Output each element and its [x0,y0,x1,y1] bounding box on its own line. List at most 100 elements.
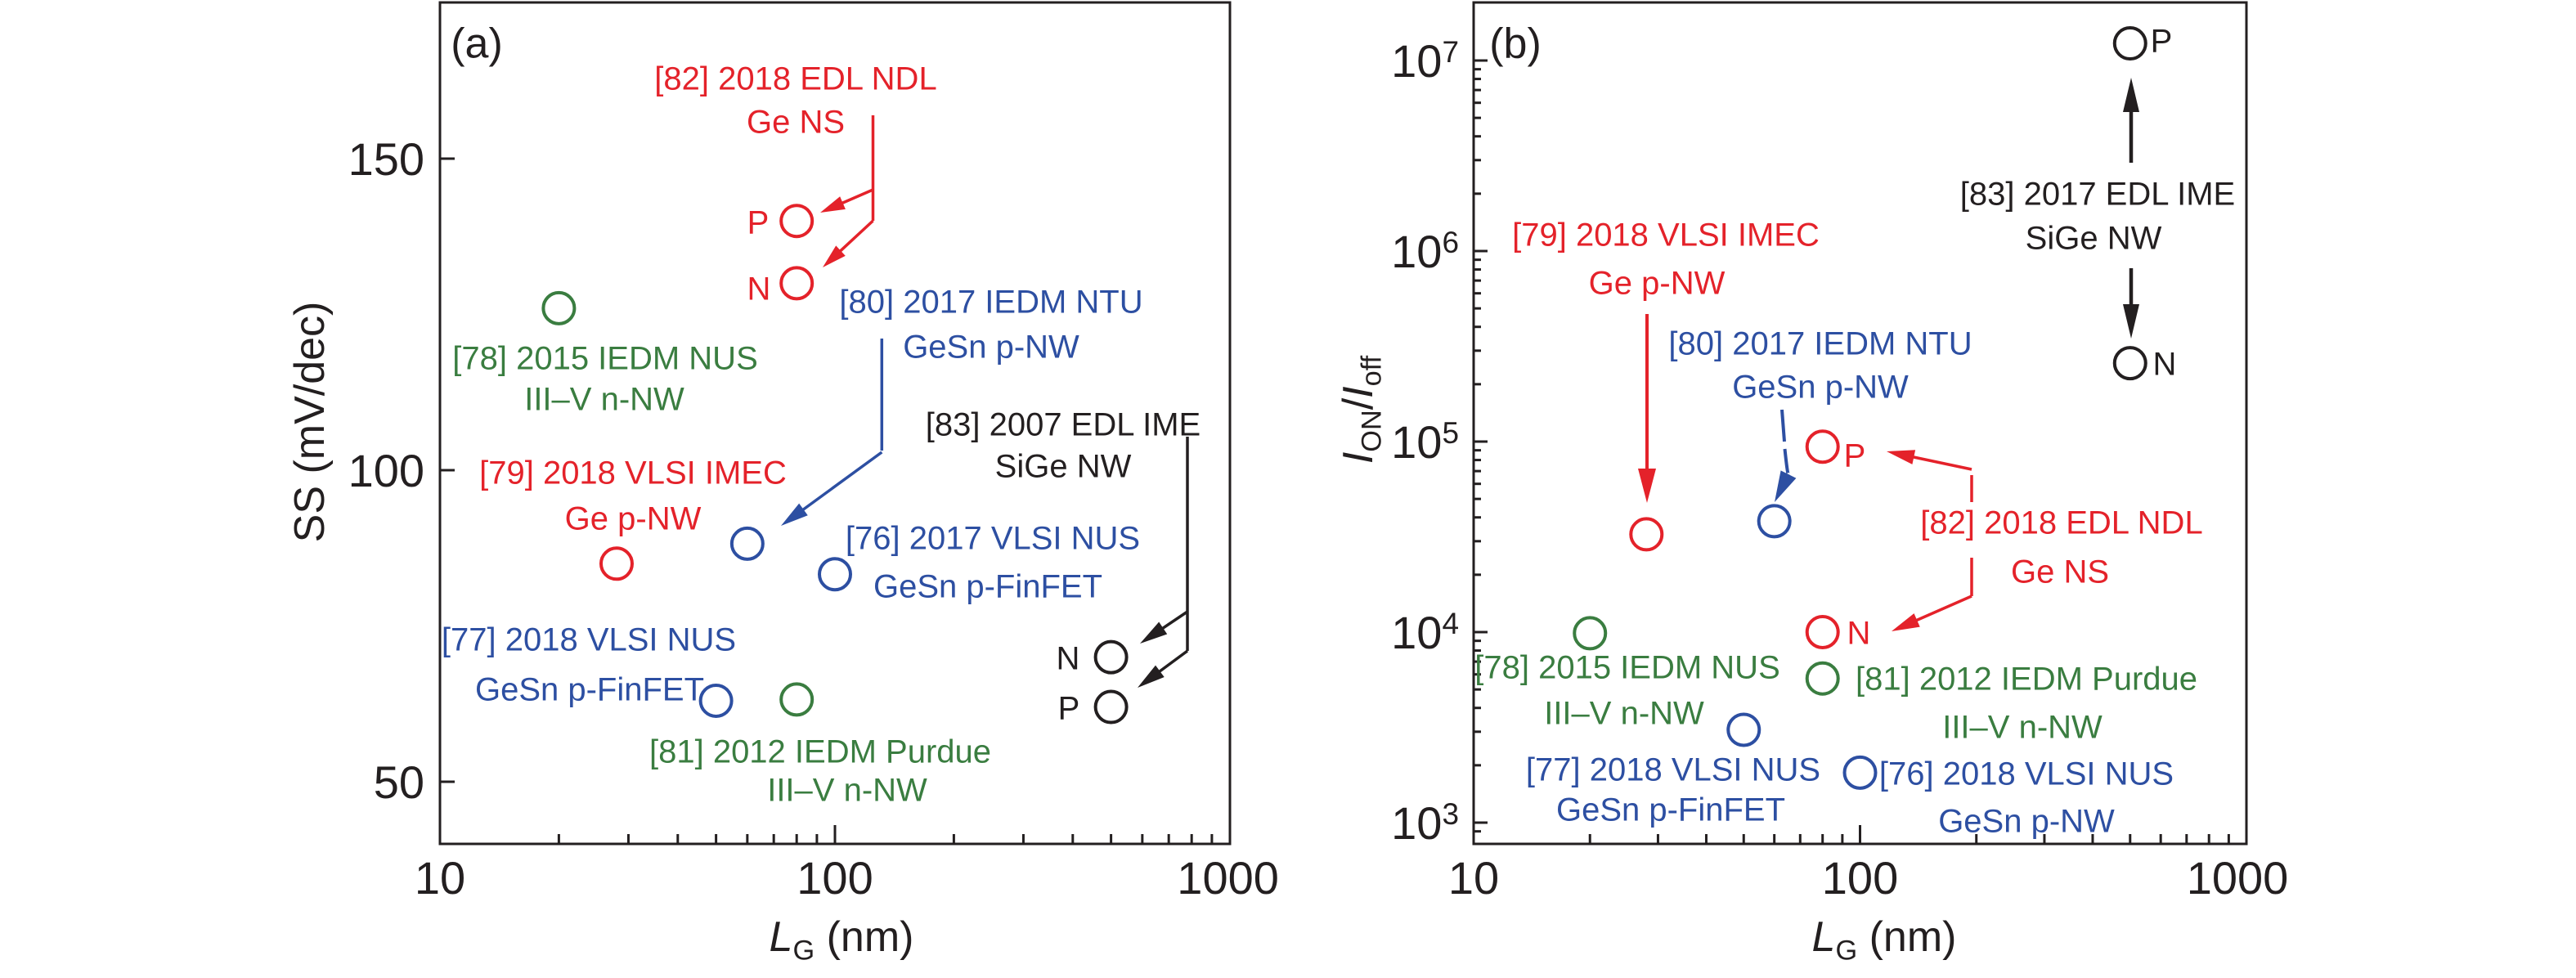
panel-a-point-78-iii-v-n-nw [541,290,577,325]
panel-b-point-letter-83-sige-nw-p-part: P [2151,23,2173,59]
panel-a-ytick-label-part: 50 [374,756,424,808]
panel-b-letter: (b) [1489,20,1542,68]
panel-a-annotation-77-line1: [77] 2018 VLSI NUS [442,621,736,657]
panel-b-ytick-label: 103 [1391,797,1459,849]
panel-b-annotation-77-line1: [77] 2018 VLSI NUS [1526,751,1820,787]
panel-a-xlabel-part: G [792,935,815,966]
panel-a-point-77-gesn-p-finfet [698,683,734,718]
panel-b-annotation-82-line2: Ge NS [2011,554,2109,590]
83-connector-arrow-shaft [1160,610,1188,630]
panel-b-point-83-sige-nw-n [2112,346,2147,381]
panel-a-annotation-81-line2-part: III–V n-NW [767,772,927,808]
panel-b-ylabel-part: / [1335,397,1382,410]
panel-a-annotation-76-line1-part: [76] 2017 VLSI NUS [846,520,1140,556]
panel-a-ylabel-part: SS (mV/dec) [286,302,334,543]
panel-b-annotation-78-line2-part: III–V n-NW [1544,695,1704,731]
panel-b-annotation-78-line1-part: [78] 2015 IEDM NUS [1474,649,1780,685]
panel-a-annotation-78-line2-part: III–V n-NW [524,381,684,417]
panel-b-annotation-81-line2-part: III–V n-NW [1942,709,2103,745]
panel-b-82-connector [1887,450,1973,631]
panel-a-83-connector [1138,437,1189,688]
panel-a-letter-part: (a) [451,20,503,68]
panel-a-ytick-label: 50 [374,756,424,808]
panel-b-ylabel-part: ON [1356,410,1387,451]
panel-b-annotation-79-line1: [79] 2018 VLSI IMEC [1512,217,1820,253]
panel-a-annotation-83-line2: SiGe NW [995,448,1132,484]
83-connector-arrow-head [1138,665,1165,688]
panel-a-point-letter-83-sige-nw-p: P [1058,690,1080,726]
panel-b-annotation-81-line2: III–V n-NW [1942,709,2103,745]
panel-b-annotation-83-line1: [83] 2017 EDL IME [1960,176,2235,212]
panel-b-annotation-83-line2-part: SiGe NW [2026,220,2162,256]
panel-b-point-letter-82-ge-ns-p: P [1844,437,1866,473]
panel-b-annotation-77-line2-part: GeSn p-FinFET [1556,792,1785,828]
panel-b-point-82-ge-ns-p [1805,429,1840,464]
panel-a-annotation-82-line2: Ge NS [747,104,845,140]
panel-a-ytick-label: 100 [348,445,424,496]
panel-b-annotation-80-line1: [80] 2017 IEDM NTU [1668,325,1972,361]
panel-a-point-letter-82-ge-ns-p: P [747,204,770,240]
panel-b-xtick-label-part: 100 [1822,852,1898,904]
panel-b-annotation-79-line2: Ge p-NW [1589,265,1726,301]
panel-a-xtick-label: 10 [415,852,465,904]
82-connector-arrow-shaft [838,219,874,253]
panel-b-xtick-label: 1000 [2187,852,2289,904]
panel-b-annotation-83-line1-part: [83] 2017 EDL IME [1960,176,2235,212]
panel-a-annotation-79-line1: [79] 2018 VLSI IMEC [479,455,787,491]
panel-b-xtick-label: 100 [1822,852,1898,904]
panel-b-ytick-label: 104 [1391,607,1459,658]
panel-b-annotation-80-line2-part: GeSn p-NW [1732,369,1909,405]
panel-b-point-77-gesn-p-finfet [1726,712,1761,747]
panel-a-annotation-83-line1: [83] 2007 EDL IME [926,406,1200,442]
panel-a-annotation-83-line2-part: SiGe NW [995,448,1132,484]
panel-a-point-83-sige-nw-p [1093,689,1129,725]
panel-a-annotation-76-line2-part: GeSn p-FinFET [873,568,1102,604]
panel-b-point-82-ge-ns-n [1805,615,1840,649]
panel-a-ytick-label: 150 [348,133,424,185]
82-connector-arrow-shaft [1914,594,1972,622]
panel-a-xlabel: LG (nm) [770,913,914,966]
panel-b-annotation-81-line1-part: [81] 2012 IEDM Purdue [1856,661,2197,697]
83-connector-arrow-head [1140,621,1168,644]
panel-b-point-79-ge-p-nw [1629,517,1664,552]
panel-a-annotation-77-line1-part: [77] 2018 VLSI NUS [442,621,736,657]
82-connector-arrow-shaft [1911,455,1972,471]
panel-b-annotation-82-line1: [82] 2018 EDL NDL [1920,505,2202,541]
panel-b-point-letter-82-ge-ns-p-part: P [1844,437,1866,473]
panel-b-ytick-label: 107 [1391,35,1459,87]
panel-b-point-letter-83-sige-nw-p: P [2151,23,2173,59]
panel-a-xtick-label: 1000 [1177,852,1279,904]
panel-a-xtick-label-part: 100 [797,852,873,904]
panel-a-annotation-80-line2: GeSn p-NW [903,329,1079,365]
panel-a-point-letter-82-ge-ns-n-part: N [747,271,771,307]
panel-a-annotation-78-line1-part: [78] 2015 IEDM NUS [452,340,758,376]
80-connector-arrow-head [1775,470,1797,502]
panel-a-annotation-77-line2-part: GeSn p-FinFET [475,671,704,707]
panel-a-xtick-label-part: 1000 [1177,852,1279,904]
panel-b-ytick-label-part: 7 [1442,35,1459,69]
panel-b-point-78-iii-v-n-nw [1573,616,1608,651]
82-connector-arrow-head [1892,613,1920,631]
panel-b-annotation-81-line1: [81] 2012 IEDM Purdue [1856,661,2197,697]
79-connector-arrow-head [1638,469,1656,503]
panel-b-annotation-76-line1: [76] 2018 VLSI NUS [1879,756,2174,792]
panel-a-ylabel: SS (mV/dec) [286,302,334,543]
panel-b-annotation-80-line1-part: [80] 2017 IEDM NTU [1668,325,1972,361]
panel-b-ytick-label-part: 6 [1442,226,1459,259]
panel-a-point-76-gesn-p-finfet [818,557,852,592]
panel-b-xlabel-part: G [1835,935,1857,966]
panel-b-ytick-label-part: 4 [1442,607,1459,640]
panel-a-point-letter-83-sige-nw-n: N [1057,640,1080,676]
panel-a-annotation-78-line1: [78] 2015 IEDM NUS [452,340,758,376]
panel-b-annotation-79-line2-part: Ge p-NW [1589,265,1726,301]
panel-b-ylabel-part: off [1356,355,1387,386]
panel-b-point-letter-82-ge-ns-n: N [1847,615,1871,651]
panel-b-annotation-77-line2: GeSn p-FinFET [1556,792,1785,828]
panel-b-point-76-gesn-p-nw [1842,755,1878,790]
panel-b-point-letter-83-sige-nw-n-part: N [2153,346,2177,382]
panel-b-point-80-gesn-p-nw [1757,504,1792,539]
panel-b-annotation-78-line2: III–V n-NW [1544,695,1704,731]
